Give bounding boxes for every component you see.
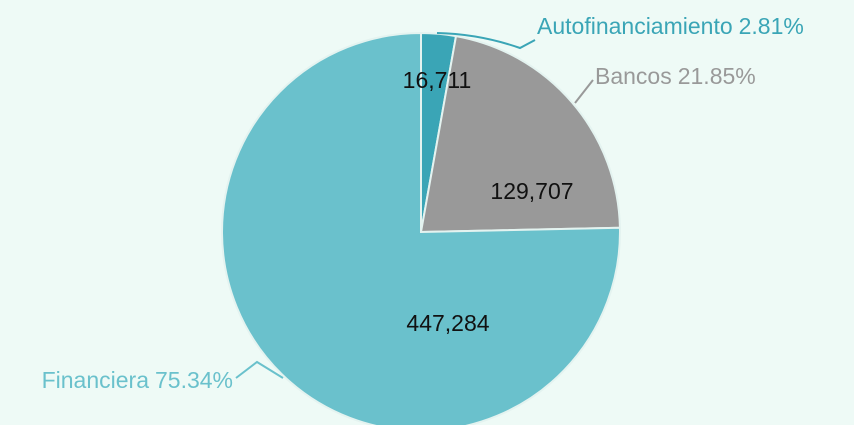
- value-label: 129,707: [490, 178, 573, 204]
- leader-line: [235, 360, 284, 379]
- pie-slice: [221, 31, 621, 425]
- slice-label: Autofinanciamiento 2.81%: [537, 13, 804, 39]
- pie-slice: [419, 34, 621, 234]
- leader-line: [436, 32, 536, 50]
- category-name: Bancos: [595, 63, 672, 89]
- percent-label: 2.81%: [739, 13, 804, 39]
- percent-label: 75.34%: [155, 367, 233, 393]
- slice-label: Bancos 21.85%: [595, 63, 756, 89]
- slice-label: Financiera 75.34%: [42, 367, 233, 393]
- category-name: Financiera: [42, 367, 150, 393]
- percent-label: 21.85%: [678, 63, 756, 89]
- category-name: Autofinanciamiento: [537, 13, 733, 39]
- value-label: 447,284: [406, 310, 489, 336]
- leader-line: [574, 79, 594, 104]
- value-label: 16,711: [403, 67, 472, 93]
